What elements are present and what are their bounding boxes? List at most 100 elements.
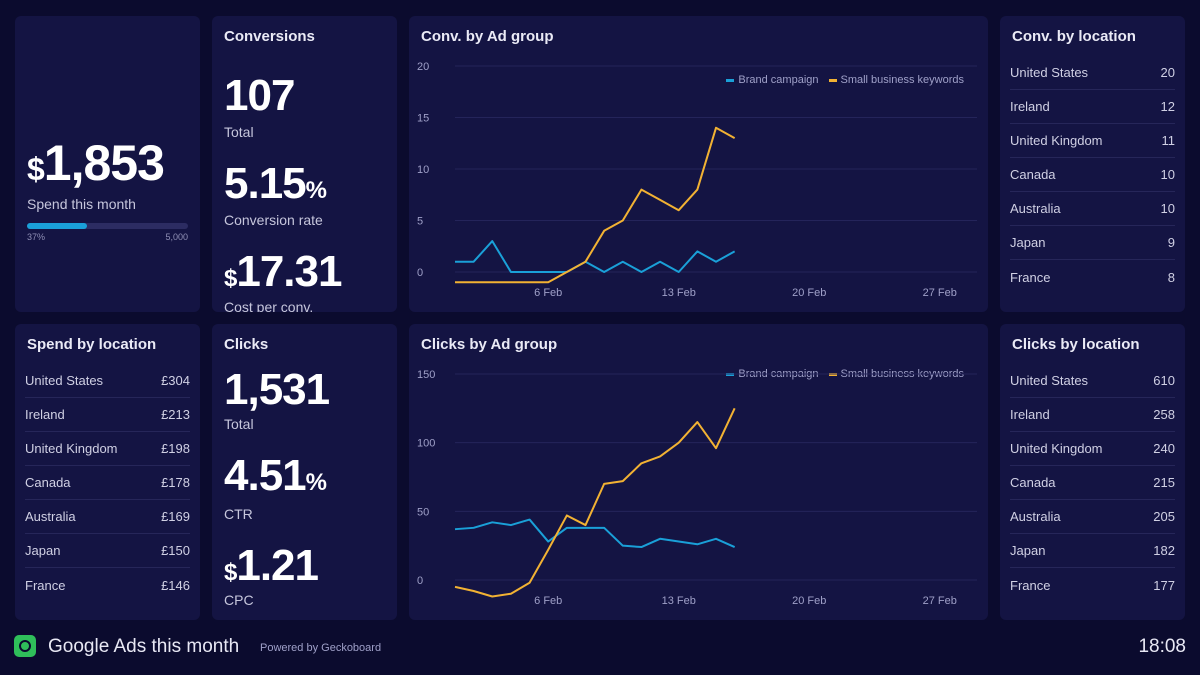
- clicks-chart-panel: Clicks by Ad group Brand campaign Small …: [409, 324, 988, 620]
- location-value: £150: [161, 543, 190, 558]
- location-value: 177: [1153, 577, 1175, 593]
- location-value: 258: [1153, 407, 1175, 422]
- table-row: Japan 182: [1010, 534, 1175, 568]
- conversion-rate-label: Conversion rate: [224, 212, 323, 228]
- cpc-label: CPC: [224, 592, 254, 608]
- series-line-brand: [455, 240, 736, 273]
- spend-progress-fill: [27, 223, 87, 229]
- conv-chart: 0 5 10 15 20 6 Feb 13 Feb 20 Feb 27 Feb: [417, 61, 977, 299]
- conv-chart-panel: Conv. by Ad group Brand campaign Small b…: [409, 16, 988, 312]
- location-value: 9: [1167, 235, 1175, 250]
- clicks-total: 1,531: [224, 365, 330, 414]
- location-value: 20: [1160, 65, 1175, 80]
- progress-right-label: 5,000: [165, 232, 188, 242]
- conversions-panel: Conversions 107 Total 5.15% Conversion r…: [212, 16, 397, 312]
- clicks-panel: Clicks 1,531 Total 4.51% CTR $1.21 CPC: [212, 324, 397, 620]
- x-tick-label: 27 Feb: [923, 595, 957, 607]
- location-value: 10: [1160, 201, 1175, 216]
- dashboard-title: Google Ads this month: [48, 636, 240, 657]
- y-tick-label: 0: [417, 575, 423, 587]
- location-value: 10: [1160, 167, 1175, 182]
- y-tick-label: 5: [417, 216, 423, 228]
- conversions-title: Conversions: [224, 28, 315, 45]
- series-line-small-business: [454, 407, 736, 598]
- location-value: 8: [1167, 269, 1175, 285]
- y-tick-label: 15: [417, 113, 429, 125]
- conv-location-title: Conv. by location: [1012, 28, 1136, 45]
- table-row: United States £304: [25, 364, 190, 398]
- location-name: Canada: [25, 475, 71, 490]
- y-tick-label: 0: [417, 267, 423, 279]
- y-tick-label: 20: [417, 61, 429, 73]
- conversions-total-label: Total: [224, 124, 254, 140]
- location-name: Canada: [1010, 167, 1056, 182]
- table-row: Australia 10: [1010, 192, 1175, 226]
- location-name: Japan: [25, 543, 61, 558]
- table-row: Ireland £213: [25, 398, 190, 432]
- ctr-label: CTR: [224, 506, 253, 522]
- x-tick-label: 6 Feb: [534, 287, 562, 299]
- conversion-rate: 5.15%: [224, 159, 327, 208]
- clicks-chart-title: Clicks by Ad group: [421, 336, 558, 353]
- spend-location-panel: Spend by location United States £304 Irela…: [15, 324, 200, 620]
- table-row: United States 20: [1010, 56, 1175, 90]
- location-value: £178: [161, 475, 190, 490]
- ctr-value: 4.51%: [224, 451, 327, 500]
- x-tick-label: 13 Feb: [662, 595, 696, 607]
- location-name: United Kingdom: [1010, 441, 1103, 456]
- geckoboard-logo-icon: [14, 635, 36, 657]
- table-row: Ireland 12: [1010, 90, 1175, 124]
- table-row: Canada 10: [1010, 158, 1175, 192]
- location-name: Ireland: [1010, 407, 1050, 422]
- location-value: 215: [1153, 475, 1175, 490]
- cost-per-conv-label: Cost per conv.: [224, 299, 314, 312]
- location-value: 240: [1153, 441, 1175, 456]
- table-row: United States 610: [1010, 364, 1175, 398]
- powered-by-label: Powered by Geckoboard: [260, 642, 382, 654]
- clicks-title: Clicks: [224, 336, 269, 353]
- location-value: £213: [161, 407, 190, 422]
- y-tick-label: 50: [417, 506, 429, 518]
- y-tick-label: 100: [417, 438, 435, 450]
- x-tick-label: 6 Feb: [534, 595, 562, 607]
- series-line-brand: [454, 518, 736, 549]
- location-name: France: [1010, 577, 1051, 593]
- x-tick-label: 27 Feb: [923, 287, 957, 299]
- table-row: United Kingdom £198: [25, 432, 190, 466]
- conv-chart-legend: Brand campaign Small business keywords: [726, 74, 964, 86]
- location-name: United States: [1010, 65, 1089, 80]
- location-name: France: [1010, 269, 1051, 285]
- dashboard-footer: Google Ads this month Powered by Geckobo…: [0, 622, 1200, 675]
- conv-location-panel: Conv. by location United States 20 Ireland…: [1000, 16, 1185, 312]
- location-name: Australia: [1010, 509, 1061, 524]
- clicks-chart: 0 50 100 150 6 Feb 13 Feb 20 Feb 27 Feb: [417, 369, 977, 607]
- progress-left-label: 37%: [27, 232, 46, 242]
- table-row: France 8: [1010, 260, 1175, 294]
- table-row: United Kingdom 11: [1010, 124, 1175, 158]
- table-row: France £146: [25, 568, 190, 602]
- location-value: £198: [161, 441, 190, 456]
- location-name: Ireland: [25, 407, 65, 422]
- x-tick-label: 20 Feb: [792, 595, 826, 607]
- x-tick-label: 13 Feb: [662, 287, 696, 299]
- spend-label: Spend this month: [27, 196, 136, 212]
- location-name: Japan: [1010, 543, 1046, 558]
- location-name: Ireland: [1010, 99, 1050, 114]
- table-row: Canada £178: [25, 466, 190, 500]
- table-row: Australia £169: [25, 500, 190, 534]
- location-value: 205: [1153, 509, 1175, 524]
- table-row: United Kingdom 240: [1010, 432, 1175, 466]
- spend-panel: $1,853 Spend this month 37% 5,000: [15, 16, 200, 312]
- clock: 18:08: [1138, 636, 1186, 657]
- clicks-location-panel: Clicks by location United States 610 Irela…: [1000, 324, 1185, 620]
- location-value: £169: [161, 509, 190, 524]
- clicks-location-title: Clicks by location: [1012, 336, 1140, 353]
- location-value: 11: [1161, 133, 1176, 148]
- legend-small-business: Small business keywords: [828, 74, 964, 86]
- location-name: United States: [25, 373, 104, 388]
- location-name: United Kingdom: [25, 441, 118, 456]
- spend-progress-bar: [27, 223, 188, 229]
- series-line-small-business: [455, 126, 736, 284]
- location-name: Australia: [1010, 201, 1061, 216]
- conv-chart-title: Conv. by Ad group: [421, 28, 554, 45]
